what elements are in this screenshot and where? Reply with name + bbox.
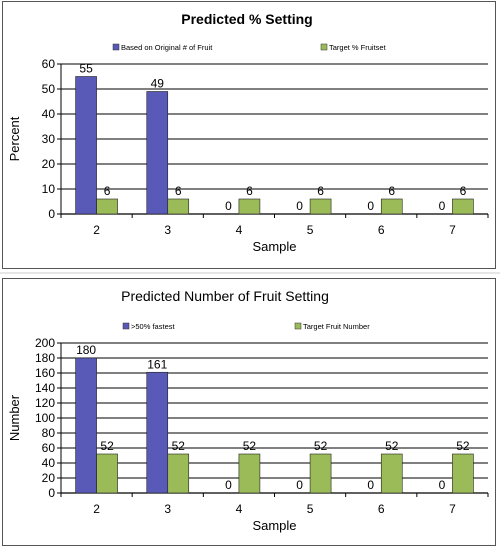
y-tick-label: 60	[42, 57, 56, 71]
data-label: 52	[314, 439, 328, 453]
y-tick-label: 120	[35, 396, 55, 410]
data-label: 52	[243, 439, 257, 453]
data-label: 52	[456, 439, 470, 453]
bar	[75, 76, 97, 215]
x-tick-label: 3	[164, 223, 171, 237]
x-axis-label: Sample	[252, 239, 296, 254]
data-label: 0	[296, 199, 303, 213]
data-label: 6	[104, 184, 111, 198]
y-tick-label: 60	[42, 441, 56, 455]
data-label: 0	[367, 478, 374, 492]
data-label: 49	[151, 77, 165, 91]
y-tick-label: 0	[48, 207, 55, 221]
bar	[309, 198, 332, 215]
bar	[380, 453, 403, 494]
y-tick-label: 40	[42, 107, 56, 121]
y-tick-label: 80	[42, 426, 56, 440]
chart-fruit-number: Predicted Number of Fruit Setting >50% fa…	[7, 288, 489, 533]
panel-separator	[0, 272, 500, 274]
x-axis-label: Sample	[252, 518, 296, 533]
data-label: 52	[385, 439, 399, 453]
chart-panel-percent-setting: Predicted % Setting Based on Original # o…	[2, 1, 496, 269]
data-label: 0	[225, 199, 232, 213]
bar	[96, 453, 118, 494]
bar	[96, 198, 118, 215]
y-tick-label: 20	[42, 471, 56, 485]
legend-label: >50% fastest	[131, 322, 175, 331]
chart-title: Predicted % Setting	[181, 11, 312, 27]
x-tick-label: 4	[236, 223, 243, 237]
bar	[238, 453, 261, 494]
y-tick-label: 100	[35, 411, 55, 425]
bar	[167, 198, 190, 215]
data-label: 0	[225, 478, 232, 492]
x-tick-label: 3	[164, 502, 171, 516]
y-tick-label: 140	[35, 381, 55, 395]
bar	[380, 198, 403, 215]
legend-swatch	[112, 43, 120, 51]
y-tick-label: 10	[42, 182, 56, 196]
y-tick-label: 50	[42, 82, 56, 96]
data-label: 0	[296, 478, 303, 492]
data-label: 161	[147, 357, 167, 371]
legend-label: Based on Original # of Fruit	[121, 43, 213, 52]
legend-swatch	[294, 322, 302, 330]
x-tick-label: 6	[378, 223, 385, 237]
data-label: 6	[460, 184, 467, 198]
y-tick-label: 160	[35, 366, 55, 380]
data-label: 0	[439, 478, 446, 492]
x-tick-label: 7	[449, 223, 456, 237]
bar	[452, 198, 474, 215]
x-tick-label: 2	[93, 223, 100, 237]
data-label: 180	[76, 343, 96, 357]
legend-swatch	[320, 43, 328, 51]
y-tick-label: 200	[35, 336, 55, 350]
x-tick-label: 4	[236, 502, 243, 516]
y-tick-label: 20	[42, 157, 56, 171]
bar	[167, 453, 190, 494]
y-axis-label: Number	[7, 394, 22, 441]
x-tick-label: 5	[307, 502, 314, 516]
chart-percent-setting: Predicted % Setting Based on Original # o…	[7, 11, 489, 254]
x-tick-label: 5	[307, 223, 314, 237]
legend-swatch	[122, 322, 130, 330]
bar	[309, 453, 332, 494]
y-tick-label: 40	[42, 456, 56, 470]
x-tick-label: 6	[378, 502, 385, 516]
data-label: 6	[246, 184, 253, 198]
bar	[146, 371, 169, 494]
x-tick-label: 7	[449, 502, 456, 516]
y-axis-label: Percent	[7, 116, 22, 161]
chart-panel-fruit-number: Predicted Number of Fruit Setting >50% fa…	[2, 278, 496, 546]
bar	[146, 91, 169, 215]
data-label: 52	[172, 439, 186, 453]
y-tick-label: 0	[48, 486, 55, 500]
bar	[75, 357, 97, 494]
data-label: 6	[175, 184, 182, 198]
y-tick-label: 30	[42, 132, 56, 146]
data-label: 52	[100, 439, 114, 453]
data-label: 6	[388, 184, 395, 198]
data-label: 6	[317, 184, 324, 198]
data-label: 0	[439, 199, 446, 213]
y-tick-label: 180	[35, 351, 55, 365]
chart-title: Predicted Number of Fruit Setting	[121, 288, 329, 304]
bar	[452, 453, 474, 494]
legend-label: Target Fruit Number	[303, 322, 370, 331]
bar	[238, 198, 261, 215]
data-label: 0	[367, 199, 374, 213]
data-label: 55	[79, 62, 93, 76]
x-tick-label: 2	[93, 502, 100, 516]
legend-label: Target % Fruitset	[329, 43, 387, 52]
